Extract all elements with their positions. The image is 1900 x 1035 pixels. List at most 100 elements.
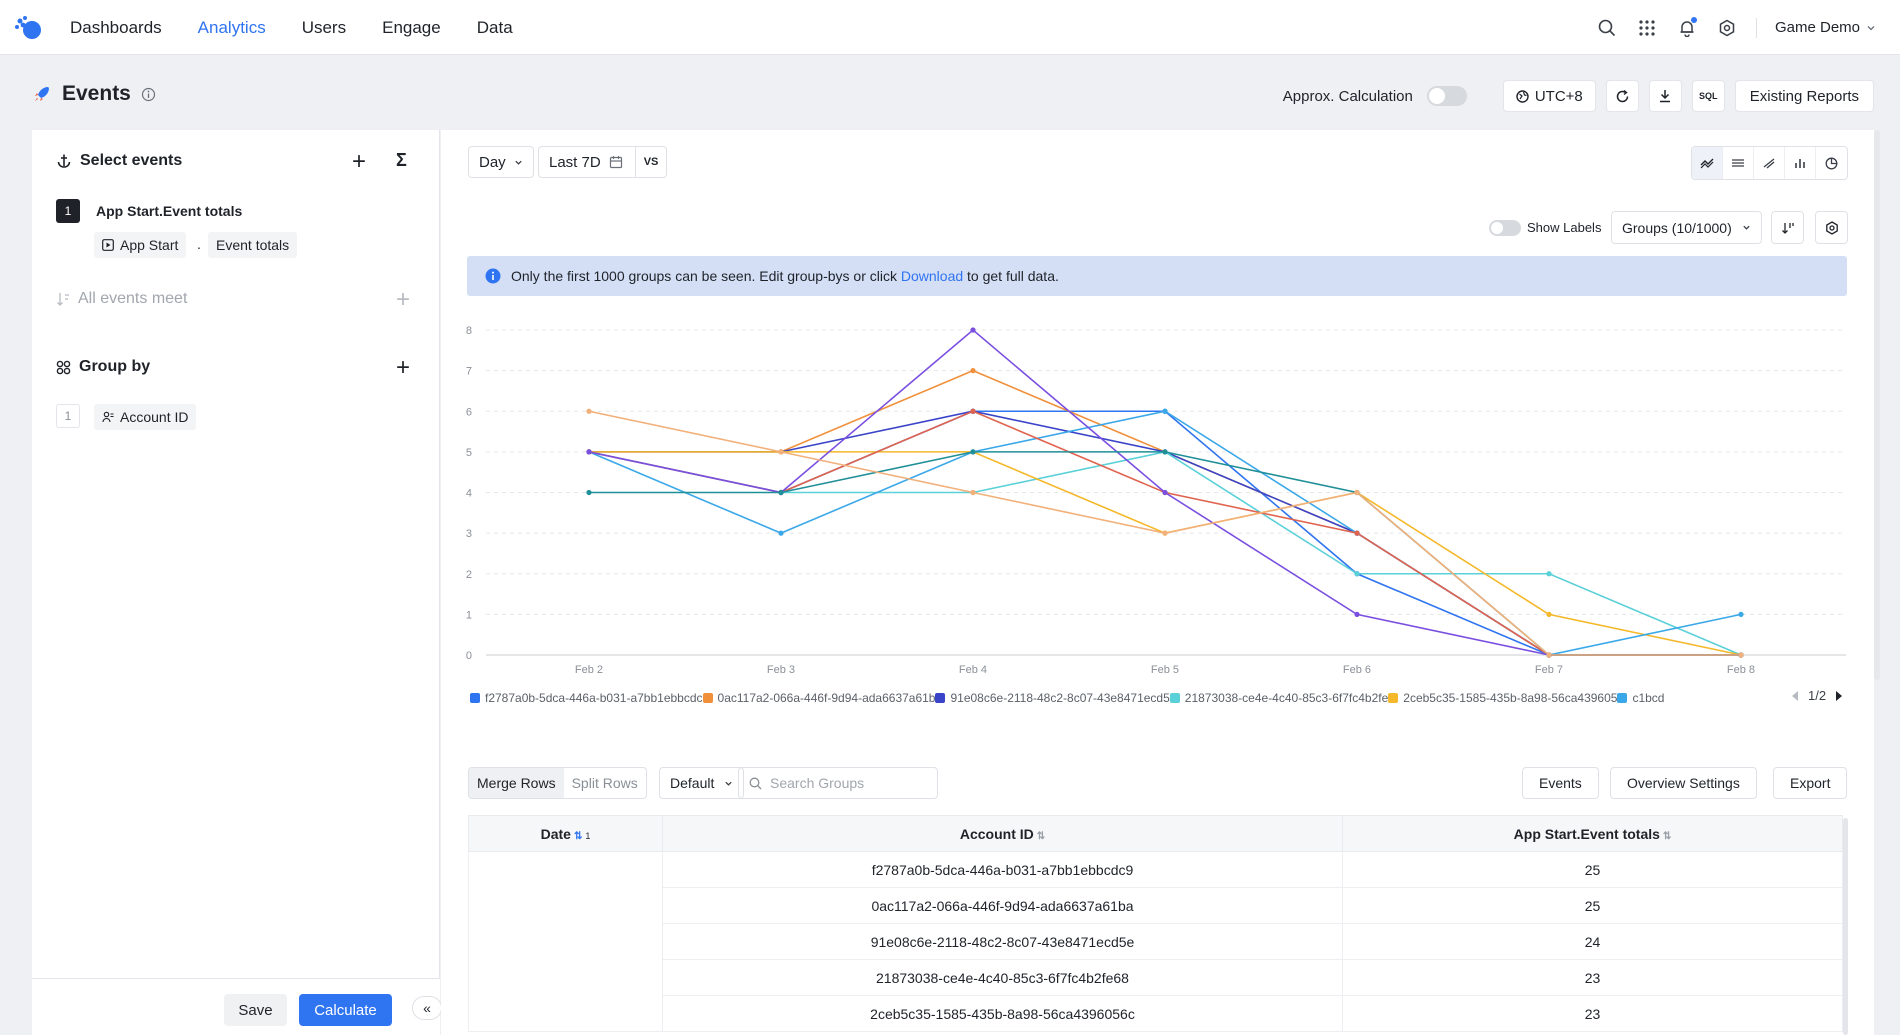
- legend-swatch: [1388, 693, 1399, 703]
- table-row: 91e08c6e-2118-48c2-8c07-43e8471ecd5e 24: [469, 923, 1843, 960]
- series-line: [589, 451, 1741, 656]
- y-tick-label: 5: [466, 447, 472, 459]
- x-tick-label: Feb 4: [959, 664, 987, 676]
- value-cell: 25: [1342, 851, 1843, 888]
- add-group-by-button[interactable]: +: [396, 354, 411, 381]
- data-point: [586, 489, 592, 496]
- cumulative-icon[interactable]: [1754, 147, 1785, 179]
- divider: [1755, 17, 1757, 38]
- data-point: [970, 368, 976, 374]
- granularity-select[interactable]: Day: [468, 146, 534, 178]
- bar-chart-icon[interactable]: [1785, 147, 1816, 179]
- banner-text: Only the first 1000 groups can be seen. …: [511, 268, 1059, 284]
- notification-bell-icon[interactable]: [1676, 16, 1698, 39]
- legend-next-icon[interactable]: [1834, 690, 1844, 702]
- sort-button[interactable]: [1771, 211, 1804, 244]
- info-icon[interactable]: [141, 87, 156, 102]
- chart-settings-button[interactable]: [1815, 211, 1848, 244]
- filter-title: All events meet: [56, 290, 187, 308]
- legend-item[interactable]: c1bcd: [1617, 691, 1664, 705]
- legend-swatch: [470, 693, 480, 703]
- data-point: [1162, 489, 1168, 496]
- data-point: [1354, 611, 1360, 617]
- add-filter-button[interactable]: +: [396, 286, 411, 313]
- data-point: [970, 327, 976, 333]
- y-tick-label: 7: [466, 366, 472, 378]
- chevron-down-icon: [725, 781, 733, 786]
- y-tick-label: 1: [466, 609, 472, 621]
- timezone-button[interactable]: UTC+8: [1502, 80, 1596, 112]
- legend-item[interactable]: 91e08c6e-2118-48c2-8c07-43e8471ecd5: [935, 691, 1170, 705]
- save-button[interactable]: Save: [224, 994, 287, 1026]
- metric-chip[interactable]: Event totals: [208, 232, 298, 258]
- export-button[interactable]: Export: [1773, 767, 1848, 799]
- legend-swatch: [702, 693, 713, 703]
- line-chart-icon[interactable]: [1692, 147, 1723, 179]
- date-column-header[interactable]: Date ⇅ 1: [468, 815, 663, 852]
- sigma-formula-icon[interactable]: Σ: [396, 150, 407, 170]
- add-event-button[interactable]: +: [352, 148, 367, 175]
- collapse-panel-button[interactable]: «: [412, 996, 442, 1020]
- nav-users[interactable]: Users: [301, 18, 347, 37]
- download-link[interactable]: Download: [900, 268, 964, 284]
- x-tick-label: Feb 3: [767, 664, 795, 676]
- search-groups-input[interactable]: [770, 775, 920, 791]
- event-play-icon: [102, 239, 114, 251]
- overview-settings-button[interactable]: Overview Settings: [1610, 767, 1757, 799]
- download-button[interactable]: [1648, 80, 1682, 112]
- calculate-button[interactable]: Calculate: [299, 994, 392, 1026]
- table-row: 2ceb5c35-1585-435b-8a98-56ca4396056c 23: [469, 995, 1843, 1032]
- search-icon[interactable]: [1596, 17, 1618, 39]
- metric-column-header[interactable]: App Start.Event totals ⇅: [1342, 815, 1843, 852]
- sql-button[interactable]: SQL: [1691, 80, 1725, 112]
- chart-type-switcher: [1691, 146, 1848, 180]
- table-scrollbar[interactable]: [1843, 818, 1848, 1035]
- row-mode-toggle: Merge Rows Split Rows: [468, 767, 647, 799]
- legend-pager: 1/2: [1786, 688, 1845, 703]
- divider: [634, 146, 636, 178]
- account-id-column-header[interactable]: Account ID ⇅: [662, 815, 1343, 852]
- page-scrollbar[interactable]: [1874, 130, 1880, 680]
- logo-icon[interactable]: [14, 15, 44, 41]
- sort-icon: ⇅: [1662, 830, 1672, 842]
- settings-gear-icon[interactable]: [1716, 17, 1738, 39]
- date-cell: [468, 851, 663, 1032]
- download-icon: [1660, 90, 1671, 103]
- split-rows-button[interactable]: Split Rows: [571, 775, 638, 791]
- event-metric-name[interactable]: App Start.Event totals: [96, 203, 243, 219]
- chevron-down-icon: [515, 160, 522, 165]
- legend-item[interactable]: 2ceb5c35-1585-435b-8a98-56ca439605: [1388, 691, 1617, 705]
- approx-calculation-toggle[interactable]: [1426, 86, 1467, 106]
- legend-item[interactable]: 21873038-ce4e-4c40-85c3-6f7fc4b2fe: [1169, 691, 1388, 705]
- groups-select[interactable]: Groups (10/1000): [1611, 211, 1762, 244]
- legend-item[interactable]: f2787a0b-5dca-446a-b031-a7bb1ebbcdc: [470, 691, 703, 705]
- series-line: [588, 451, 1742, 656]
- nav-data[interactable]: Data: [476, 18, 513, 37]
- merge-rows-button[interactable]: Merge Rows: [469, 768, 564, 798]
- stacked-area-icon[interactable]: [1723, 147, 1754, 179]
- nav-engage[interactable]: Engage: [382, 18, 441, 37]
- legend-prev-icon[interactable]: [1790, 690, 1800, 702]
- refresh-button[interactable]: [1605, 80, 1639, 112]
- table-header-row: Date ⇅ 1 Account ID ⇅ App Start.Event total…: [468, 815, 1843, 852]
- show-labels-toggle[interactable]: [1489, 220, 1521, 236]
- nav-dashboards[interactable]: Dashboards: [70, 18, 162, 37]
- account-cell: 91e08c6e-2118-48c2-8c07-43e8471ecd5e: [662, 923, 1343, 960]
- legend-item[interactable]: 0ac117a2-066a-446f-9d94-ada6637a61b: [702, 691, 935, 705]
- default-view-select[interactable]: Default: [659, 767, 745, 799]
- project-switcher[interactable]: Game Demo: [1775, 19, 1876, 36]
- existing-reports-button[interactable]: Existing Reports: [1734, 80, 1874, 112]
- pie-chart-icon[interactable]: [1816, 147, 1847, 179]
- compare-vs-button[interactable]: VS: [643, 156, 659, 168]
- select-events-title: Select events: [56, 152, 182, 170]
- date-range-picker[interactable]: Last 7D VS: [538, 146, 668, 178]
- apps-grid-icon[interactable]: [1636, 17, 1658, 39]
- user-property-icon: [102, 411, 114, 423]
- sort-priority: 1: [585, 830, 591, 841]
- events-button[interactable]: Events: [1522, 767, 1599, 799]
- nav-analytics[interactable]: Analytics: [197, 18, 266, 37]
- table-row: 21873038-ce4e-4c40-85c3-6f7fc4b2fe68 23: [469, 959, 1843, 996]
- event-chip[interactable]: App Start: [94, 232, 187, 258]
- group-by-chip[interactable]: Account ID: [94, 404, 197, 430]
- info-circle-icon: [485, 268, 501, 284]
